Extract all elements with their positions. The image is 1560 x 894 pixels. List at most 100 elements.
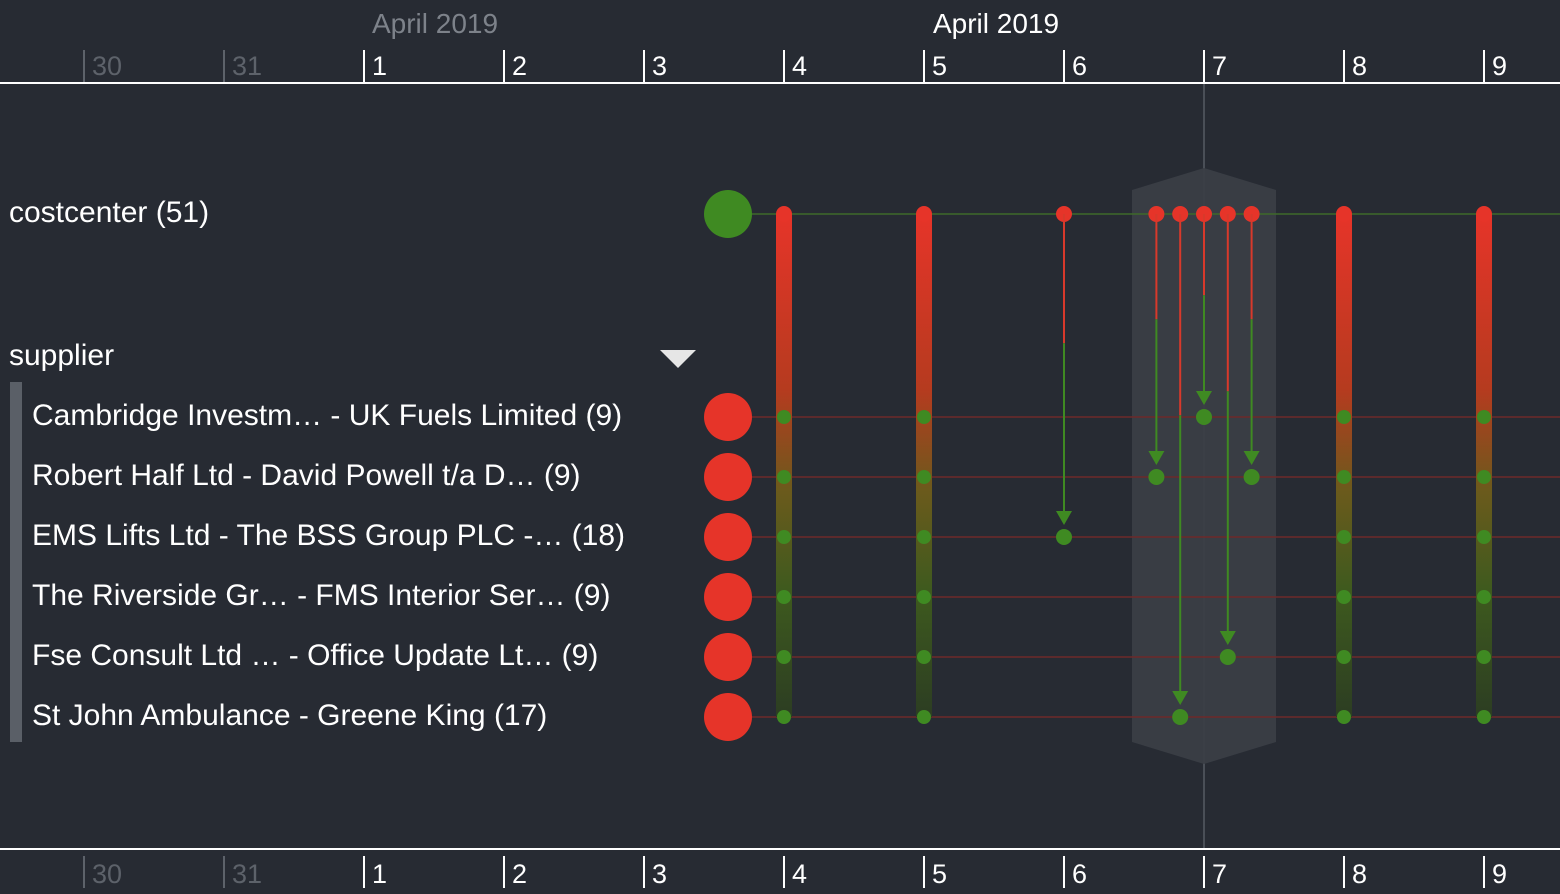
link-target-dot xyxy=(777,650,791,664)
link-target-dot xyxy=(1477,410,1491,424)
supplier-row-label[interactable]: St John Ambulance - Greene King (17) xyxy=(32,699,548,732)
axis-tick-label: 3 xyxy=(652,859,668,889)
axis-tick-label: 7 xyxy=(1212,51,1228,81)
arrowhead-icon xyxy=(1196,391,1212,405)
link-target-dot xyxy=(1337,470,1351,484)
link-target-dot xyxy=(777,410,791,424)
costcenter-node[interactable] xyxy=(704,190,752,238)
supplier-row-label[interactable]: Robert Half Ltd - David Powell t/a D… (9… xyxy=(32,459,581,492)
axis-tick-label: 2 xyxy=(512,859,528,889)
link-target-dot xyxy=(1148,469,1165,485)
axis-tick-label: 6 xyxy=(1072,859,1088,889)
axis-tick xyxy=(1063,856,1065,888)
axis-tick-label: 7 xyxy=(1212,859,1228,889)
link-target-dot xyxy=(917,470,931,484)
axis-tick xyxy=(1343,50,1345,82)
axis-tick xyxy=(1343,856,1345,888)
axis-tick xyxy=(1203,856,1205,888)
arrowhead-icon xyxy=(1056,511,1072,525)
arrowhead-icon xyxy=(1148,451,1165,465)
axis-tick xyxy=(643,50,645,82)
axis-tick-label: 30 xyxy=(92,51,123,81)
supplier-group-label[interactable]: supplier xyxy=(9,339,115,372)
axis-tick-label: 9 xyxy=(1492,51,1508,81)
link-target-dot xyxy=(1243,469,1260,485)
axis-tick-label: 8 xyxy=(1352,859,1368,889)
link-target-dot xyxy=(1337,410,1351,424)
link-bundle xyxy=(1476,214,1492,717)
timeline-bottom-axis[interactable]: 30 31 1 2 3 4 5 6 7 8 9 xyxy=(0,848,1560,894)
supplier-node[interactable] xyxy=(704,453,752,501)
link-source-dot xyxy=(1336,206,1352,222)
link-bundle xyxy=(776,214,792,717)
axis-tick xyxy=(643,856,645,888)
link-bundle xyxy=(1336,214,1352,717)
axis-tick-label: 6 xyxy=(1072,51,1088,81)
link-target-dot xyxy=(777,530,791,544)
link-target-dot xyxy=(1477,470,1491,484)
supplier-node[interactable] xyxy=(704,513,752,561)
axis-tick xyxy=(1483,856,1485,888)
arrowhead-icon xyxy=(1243,451,1260,465)
month-label: April 2019 xyxy=(932,8,1060,39)
axis-tick-label: 4 xyxy=(792,859,808,889)
link-target-dot xyxy=(1056,529,1072,545)
supplier-row-label[interactable]: Cambridge Investm… - UK Fuels Limited (9… xyxy=(32,399,623,432)
link-target-dot xyxy=(1477,710,1491,724)
supplier-row-label[interactable]: Fse Consult Ltd … - Office Update Lt… (9… xyxy=(32,639,599,672)
arrowhead-icon xyxy=(1172,691,1189,705)
axis-tick xyxy=(783,50,785,82)
axis-tick xyxy=(363,856,365,888)
link-target-dot xyxy=(1337,650,1351,664)
link-source-dot xyxy=(776,206,792,222)
costcenter-row-label[interactable]: costcenter (51) xyxy=(9,196,210,229)
axis-tick-label: 9 xyxy=(1492,859,1508,889)
link-target-dot xyxy=(1196,409,1212,425)
highlighted-time-band xyxy=(1132,168,1276,764)
link-source-dot xyxy=(916,206,932,222)
axis-tick xyxy=(1203,50,1205,82)
axis-tick-label: 3 xyxy=(652,51,668,81)
axis-tick xyxy=(1483,50,1485,82)
arrowhead-icon xyxy=(1219,631,1236,645)
axis-tick-label: 8 xyxy=(1352,51,1368,81)
link-target-dot xyxy=(1172,709,1189,725)
axis-tick xyxy=(83,856,85,888)
link-target-dot xyxy=(1477,530,1491,544)
axis-tick xyxy=(503,856,505,888)
axis-tick-label: 5 xyxy=(932,51,948,81)
axis-tick xyxy=(223,50,225,82)
link-target-dot xyxy=(917,650,931,664)
link-target-dot xyxy=(777,470,791,484)
axis-tick xyxy=(223,856,225,888)
axis-tick xyxy=(83,50,85,82)
link-target-dot xyxy=(1337,590,1351,604)
axis-tick-label: 5 xyxy=(932,859,948,889)
axis-tick xyxy=(783,856,785,888)
axis-tick-label: 31 xyxy=(232,51,263,81)
link-target-dot xyxy=(1477,590,1491,604)
supplier-node[interactable] xyxy=(704,633,752,681)
link-target-dot xyxy=(1337,710,1351,724)
axis-tick-label: 1 xyxy=(372,51,388,81)
supplier-row-label[interactable]: The Riverside Gr… - FMS Interior Ser… (9… xyxy=(32,579,611,612)
supplier-row-label[interactable]: EMS Lifts Ltd - The BSS Group PLC -… (18… xyxy=(32,519,625,552)
link-target-dot xyxy=(1477,650,1491,664)
supplier-group-bracket xyxy=(10,382,22,742)
link-target-dot xyxy=(777,590,791,604)
link-target-dot xyxy=(917,590,931,604)
chevron-down-icon[interactable] xyxy=(660,350,696,368)
supplier-node[interactable] xyxy=(704,573,752,621)
axis-tick-label: 2 xyxy=(512,51,528,81)
link-target-dot xyxy=(917,710,931,724)
supplier-node[interactable] xyxy=(704,693,752,741)
axis-tick xyxy=(923,50,925,82)
link-target-dot xyxy=(1337,530,1351,544)
axis-tick-label: 30 xyxy=(92,859,123,889)
supplier-node[interactable] xyxy=(704,393,752,441)
link-target-dot xyxy=(917,410,931,424)
axis-tick xyxy=(1063,50,1065,82)
axis-tick xyxy=(363,50,365,82)
timeline-top-axis[interactable]: 30 31 1 2 3 4 5 6 7 8 9 April 2019 April 2019 xyxy=(0,0,1560,84)
